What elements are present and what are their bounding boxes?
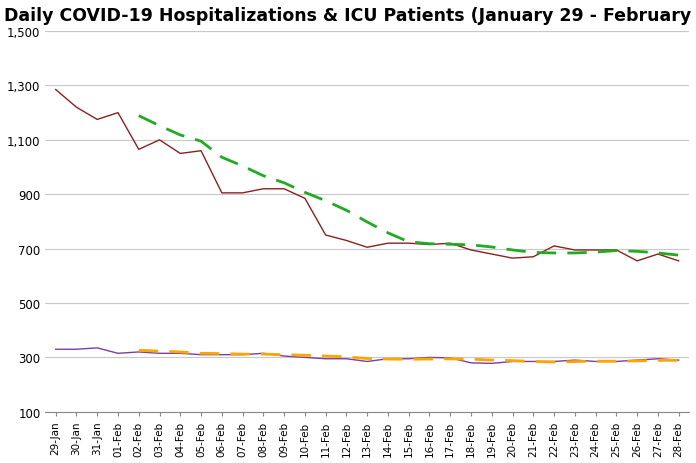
Title: Daily COVID-19 Hospitalizations & ICU Patients (January 29 - February 28): Daily COVID-19 Hospitalizations & ICU Pa… — [4, 7, 696, 25]
